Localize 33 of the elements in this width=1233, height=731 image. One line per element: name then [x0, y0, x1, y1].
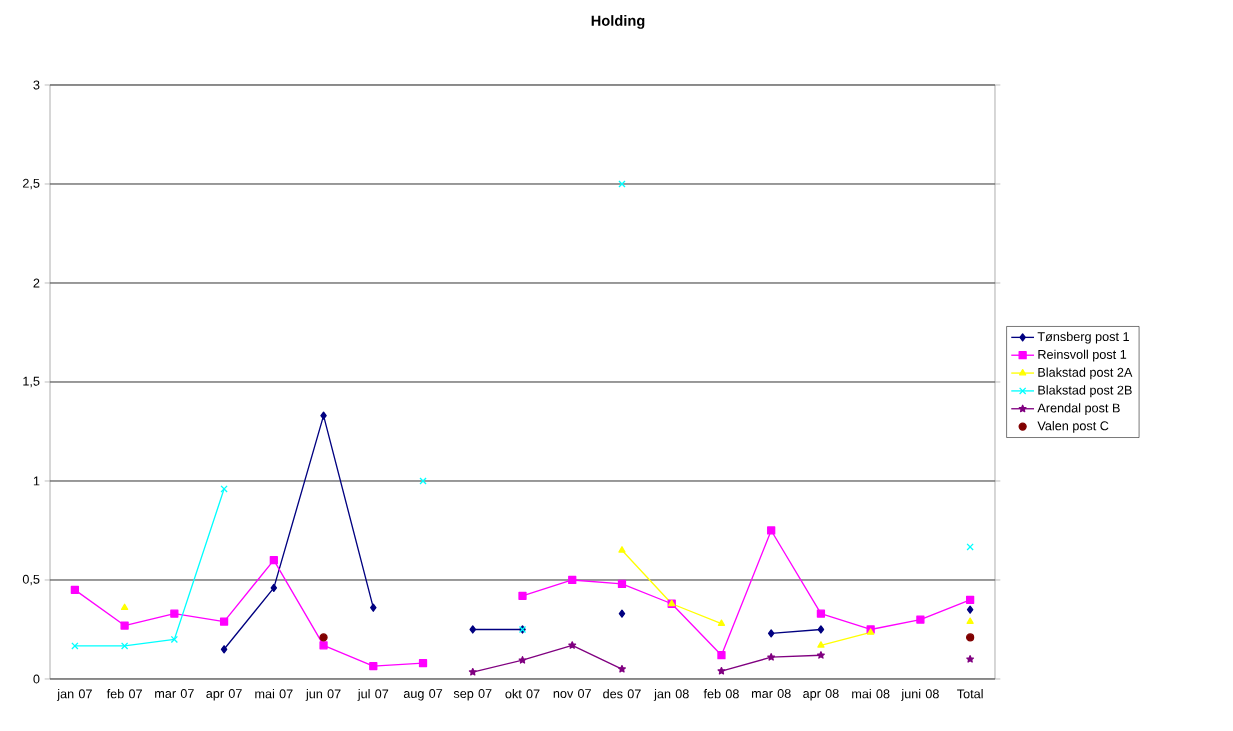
y-tick-label: 0,5	[22, 574, 40, 586]
x-tick-label: mar 07	[155, 689, 194, 698]
x-tick-label: aug 07	[403, 689, 443, 701]
x-tick-label: juni 08	[901, 689, 939, 701]
x-tick-label: sep 07	[453, 689, 492, 701]
x-tick-label: jan 08	[653, 689, 689, 701]
x-tick-label: jul 07	[357, 689, 389, 701]
y-tick-label: 3	[33, 80, 40, 90]
legend-label: Tønsberg post 1	[1037, 331, 1129, 344]
x-tick-label: mar 08	[751, 689, 791, 698]
x-tick-label: jun 07	[305, 689, 341, 701]
x-tick-label: mai 07	[255, 689, 293, 699]
x-tick-label: nov 07	[553, 689, 591, 698]
x-tick-label: apr 07	[206, 689, 242, 701]
y-tick-label: 0	[33, 674, 40, 684]
x-tick-label: des 07	[603, 689, 641, 699]
legend-label: Blakstad post 2A	[1038, 367, 1133, 380]
x-tick-label: feb 08	[703, 689, 739, 699]
legend-label: Valen post C	[1037, 421, 1109, 433]
x-tick-label: apr 08	[803, 689, 839, 701]
legend-label: Arendal post B	[1037, 403, 1120, 415]
x-tick-label: Total	[957, 689, 983, 699]
y-tick-label: 2	[33, 278, 40, 288]
y-tick-label: 1	[33, 476, 40, 486]
legend-label: Reinsvoll post 1	[1038, 349, 1127, 362]
x-tick-label: feb 07	[106, 689, 142, 699]
x-tick-label: mai 08	[852, 689, 890, 699]
x-tick-label: jan 07	[56, 689, 92, 701]
x-tick-label: okt 07	[505, 689, 540, 699]
y-tick-label: 1,5	[23, 376, 40, 388]
chart-title: Holding	[591, 15, 645, 29]
legend-label: Blakstad post 2B	[1038, 385, 1132, 398]
y-tick-label: 2,5	[22, 178, 40, 190]
